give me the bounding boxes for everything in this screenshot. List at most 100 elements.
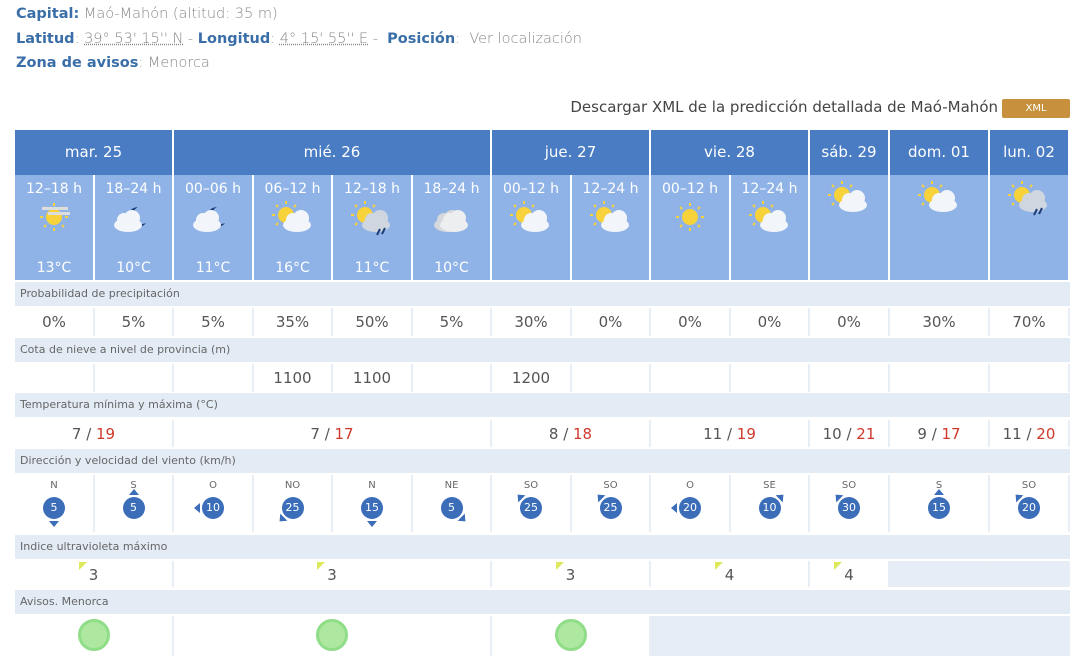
wind-cell: NE 5	[413, 475, 492, 532]
temp-min-max: 8 / 18	[492, 420, 651, 447]
precip-value: 0%	[731, 308, 810, 336]
pos-label: Posición	[387, 31, 456, 47]
snow-value: 1100	[333, 364, 413, 392]
wind-cell: NO 25	[254, 475, 333, 532]
wind-arrow-icon	[457, 513, 469, 525]
precip-value: 50%	[333, 308, 413, 336]
aviso-green-icon[interactable]	[77, 619, 110, 651]
precip-value: 35%	[254, 308, 333, 336]
wind-direction: N	[368, 480, 376, 491]
uv-flag-icon	[555, 562, 564, 570]
temp-min: 11	[1002, 425, 1022, 443]
period-cell: 18–24 h 10°C	[95, 175, 174, 280]
temp-min: 7	[310, 425, 320, 443]
wind-arrow-icon	[934, 489, 944, 495]
sun-icon	[651, 201, 729, 237]
temp-max: 17	[334, 425, 354, 443]
day-header-row: mar. 25 mié. 26 jue. 27 vie. 28 sáb. 29 dom. …	[15, 130, 1070, 175]
wind-speed-badge: 25	[514, 491, 542, 519]
day-header: mié. 26	[174, 130, 492, 175]
snow-value	[413, 364, 492, 392]
temp-min: 11	[703, 425, 723, 443]
wind-direction: N	[50, 480, 58, 491]
period-time: 12–18 h	[26, 181, 82, 197]
period-cell: 12–18 h 13°C	[15, 175, 95, 280]
wind-speed-badge: 15	[928, 489, 950, 519]
temp-min-max: 7 / 17	[174, 420, 492, 447]
ver-localizacion-link[interactable]: Ver localización	[469, 31, 582, 47]
zona-label: Zona de avisos	[16, 55, 139, 71]
wind-direction: S	[935, 480, 943, 491]
snow-value	[15, 364, 95, 392]
snow-value	[174, 364, 254, 392]
period-time: 18–24 h	[105, 181, 162, 197]
snow-value	[890, 364, 990, 392]
period-cell	[810, 175, 890, 280]
uv-number: 3	[88, 566, 99, 584]
period-time: 12–24 h	[741, 181, 798, 197]
zona-line: Zona de avisos: Menorca	[16, 55, 210, 71]
temp-min: 10	[822, 425, 842, 443]
wind-direction: SE	[763, 480, 776, 491]
period-time: 18–24 h	[423, 181, 480, 197]
precip-value: 30%	[890, 308, 990, 336]
temp-min-max: 9 / 17	[890, 420, 990, 447]
aviso-green-icon[interactable]	[554, 619, 587, 651]
wind-arrow-icon	[128, 489, 139, 495]
uv-cell: 3	[15, 561, 174, 587]
uv-flag-icon	[317, 562, 326, 570]
row-label-temp: Temperatura mínima y máxima (°C)	[15, 393, 1070, 417]
period-cell: 00–12 h	[492, 175, 572, 280]
uv-cell: 4	[810, 561, 890, 587]
aviso-green-icon[interactable]	[316, 619, 348, 651]
period-temperature: 10°C	[434, 260, 469, 276]
period-time: 06–12 h	[264, 181, 321, 197]
snow-value	[810, 364, 890, 392]
snow-row: 1100 1100 1200	[15, 364, 1070, 392]
avisos-row	[15, 616, 1070, 656]
temp-min-max: 11 / 20	[990, 420, 1070, 447]
uv-number: 3	[327, 566, 337, 584]
aviso-cell	[651, 616, 810, 656]
coords-line: Latitud: 39° 53' 15'' N - Longitud: 4° 1…	[16, 31, 582, 47]
wind-cell: SO 25	[492, 475, 572, 532]
snow-value	[731, 364, 810, 392]
aviso-cell	[810, 616, 890, 656]
aviso-cell	[890, 616, 990, 656]
precip-value: 0%	[810, 308, 890, 336]
wind-cell: O 20	[651, 475, 731, 532]
temp-max: 17	[941, 425, 961, 443]
uv-flag-icon	[714, 562, 723, 570]
precip-value: 5%	[95, 308, 174, 336]
period-cell: 12–24 h	[731, 175, 810, 280]
wind-arrow-icon	[275, 513, 287, 525]
wind-speed-badge: 20	[1012, 491, 1040, 519]
wind-speed-badge: 5	[440, 497, 469, 525]
sun-cloud-rain-icon	[990, 181, 1068, 217]
download-text: Descargar XML de la predicción detallada…	[570, 98, 998, 116]
row-label-wind: Dirección y velocidad del viento (km/h)	[15, 449, 1070, 473]
wind-speed-badge: 30	[832, 491, 860, 519]
temp-max: 19	[736, 425, 756, 443]
wind-cell: SO 25	[572, 475, 651, 532]
period-cell	[990, 175, 1070, 280]
capital-label: Capital:	[16, 6, 80, 22]
xml-download-button[interactable]: XML	[1002, 99, 1070, 118]
uv-number: 4	[844, 566, 854, 584]
wind-speed-badge: 5	[43, 497, 65, 527]
period-cell: 00–06 h 11°C	[174, 175, 254, 280]
wind-speed-badge: 10	[758, 491, 787, 519]
row-label-avisos: Avisos. Menorca	[15, 590, 1070, 614]
wind-speed-badge: 25	[593, 491, 622, 519]
wind-cell: O 10	[174, 475, 254, 532]
precip-value: 0%	[15, 308, 95, 336]
day-header: dom. 01	[890, 130, 990, 175]
uv-number: 4	[724, 566, 735, 584]
temp-min-max: 11 / 19	[651, 420, 810, 447]
zona-value: Menorca	[147, 55, 210, 71]
temp-min: 7	[71, 425, 82, 443]
uv-value: 3	[78, 561, 99, 589]
wind-direction: NE	[444, 480, 459, 491]
capital-line: Capital: Maó-Mahón (altitud: 35 m)	[16, 6, 278, 22]
